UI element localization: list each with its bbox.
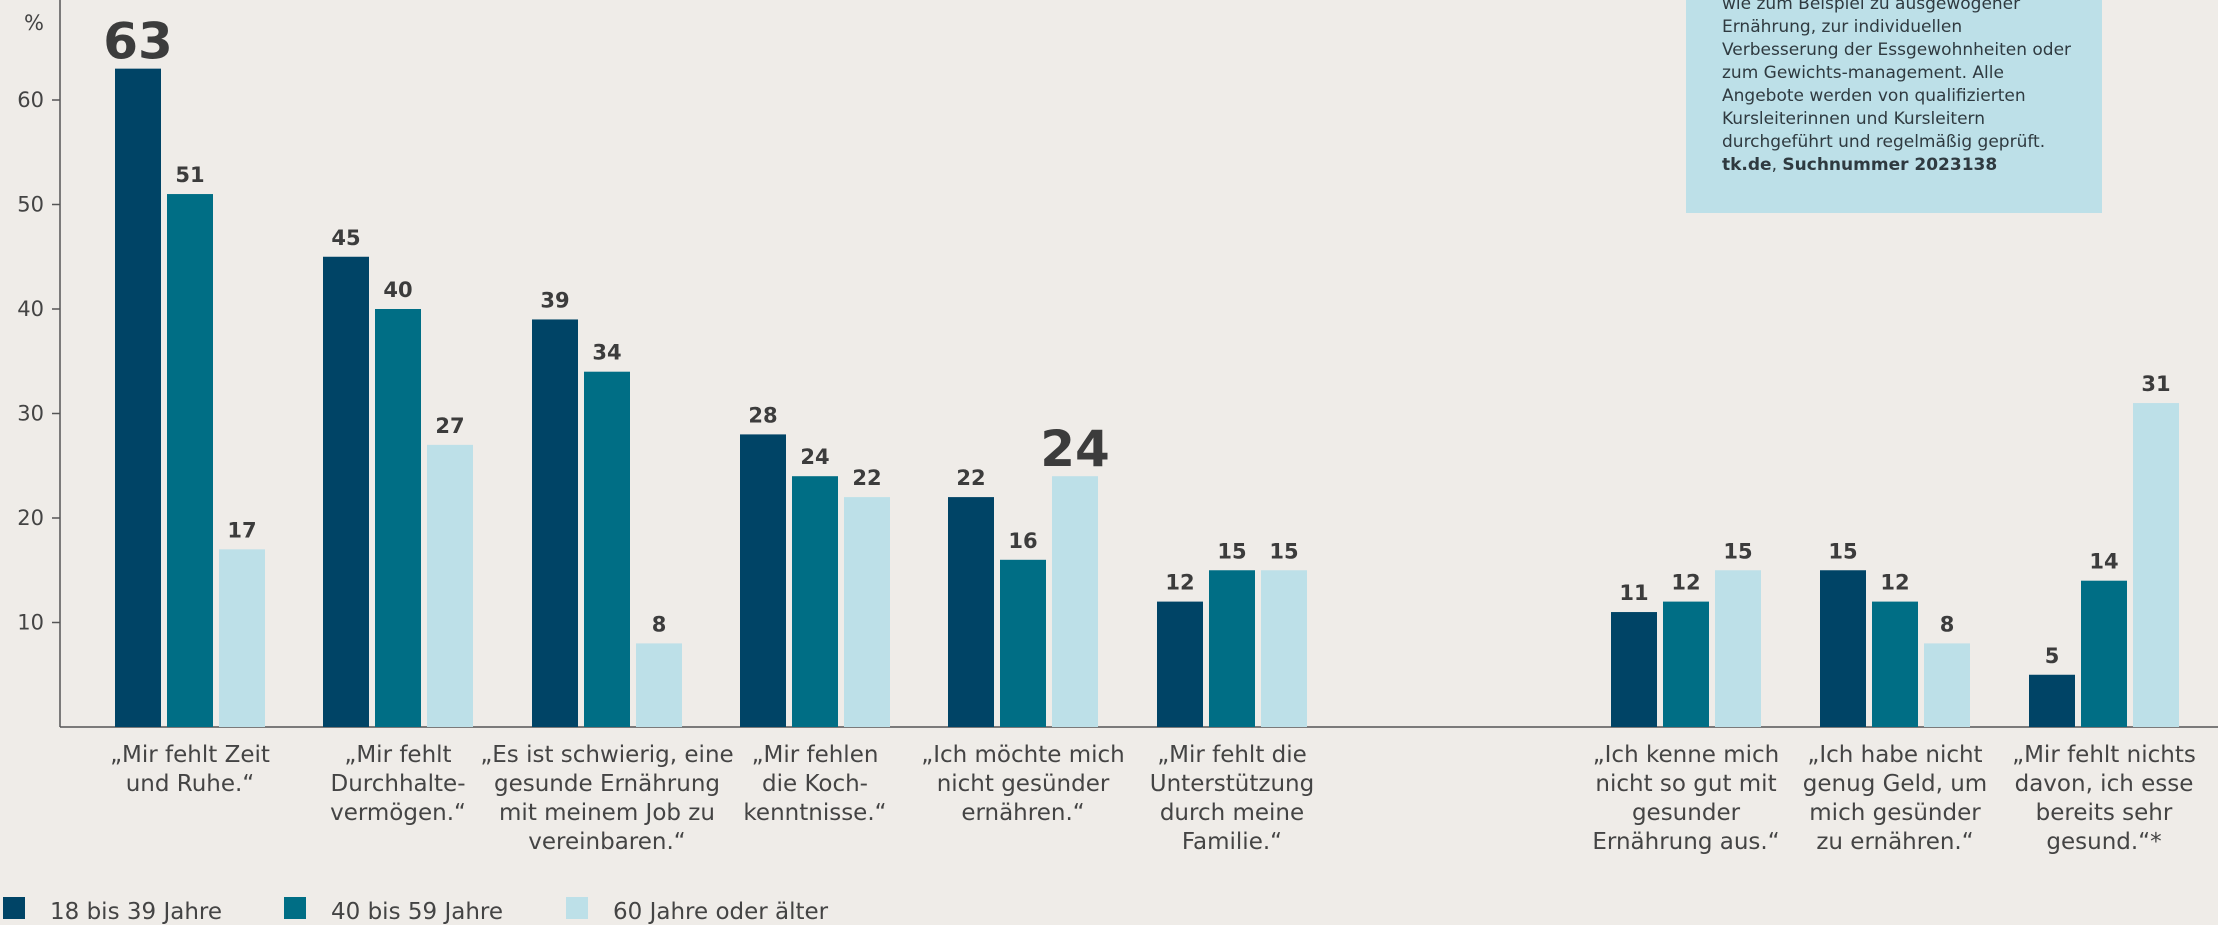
y-tick-label: 60 [17,88,44,112]
category-labels: „Mir fehlt Zeit und Ruhe.“ „Mir fehlt Durch… [110,742,2196,855]
value-label: 40 [383,278,412,302]
bar [1663,601,1709,727]
bar [2029,674,2075,727]
value-label: 12 [1671,571,1700,595]
legend-swatch [284,897,306,919]
value-labels: 63 51 17 45 40 27 39 34 8 28 24 22 22 16 24 12 15 15 11 12 1… [103,13,2170,668]
category-label: „Mir fehlt Zeit und Ruhe.“ [110,742,270,797]
bar [1209,570,1255,727]
y-axis-unit: % [24,11,44,35]
bar [115,68,161,727]
bar [584,371,630,727]
info-box-search-number: Suchnummer 2023138 [1782,155,1998,175]
bar [427,444,473,727]
legend: 18 bis 39 Jahre 40 bis 59 Jahre 60 Jahre o… [3,897,829,925]
value-label-highlight: 63 [103,13,173,71]
value-label: 15 [1828,539,1857,563]
bar [740,434,786,727]
value-label: 5 [2045,644,2060,668]
category-label: „Mir fehlt die Unterstützung durch meine Fa… [1150,742,1314,855]
bar [1872,601,1918,727]
bar [375,309,421,727]
bar [2133,403,2179,727]
value-label: 39 [540,288,569,312]
info-box: Ernährungskurse live vor Ort oder digita… [1686,0,2102,213]
bar [792,476,838,727]
category-label: „Ich habe nicht genug Geld, um mich gesünd… [1803,742,1987,855]
category-label: „Ich kenne mich nicht so gut mit gesunder E… [1592,742,1779,855]
bar [167,194,213,728]
value-label: 15 [1723,539,1752,563]
category-label: „Mir fehlen die Koch-kenntnisse.“ [743,742,886,826]
bar [1052,476,1098,727]
y-tick-label: 30 [17,402,44,426]
y-tick-label: 10 [17,611,44,635]
category-label: „Mir fehlt Durchhalte-vermögen.“ [330,742,466,826]
value-label: 12 [1165,571,1194,595]
info-box-link[interactable]: tk.de [1722,155,1772,175]
legend-label: 60 Jahre oder älter [613,899,829,925]
value-label: 45 [331,226,360,250]
bars [115,68,2179,728]
bar [532,319,578,727]
value-label: 31 [2141,372,2170,396]
bar [1820,570,1866,727]
value-label: 34 [592,341,621,365]
y-tick-label: 20 [17,506,44,530]
value-label: 8 [652,612,667,636]
bar [2081,580,2127,727]
value-label: 22 [956,466,985,490]
bar [636,643,682,727]
info-box-separator: , [1771,155,1783,175]
info-box-body: Ernährungskurse live vor Ort oder digita… [1722,0,2072,152]
value-label: 28 [748,403,777,427]
value-label: 17 [227,518,256,542]
value-label: 27 [435,414,464,438]
category-label: „Mir fehlt nichts davon, ich esse bereits … [2012,742,2196,855]
value-label: 8 [1940,612,1955,636]
legend-swatch [566,897,588,919]
value-label: 11 [1619,581,1648,605]
value-label: 22 [852,466,881,490]
bar [844,497,890,727]
value-label: 15 [1217,539,1246,563]
legend-swatch [3,897,25,919]
bar [219,549,265,727]
bar [948,497,994,727]
value-label: 14 [2089,550,2118,574]
info-box-text: Ernährungskurse live vor Ort oder digita… [1722,0,2072,177]
category-label: „Es ist schwierig, eine gesunde Ernährung… [480,742,733,855]
category-label: „Ich möchte mich nicht gesünder ernähren.“ [921,742,1124,826]
bar [1924,643,1970,727]
legend-label: 18 bis 39 Jahre [50,899,222,925]
value-label: 16 [1008,529,1037,553]
value-label: 12 [1880,571,1909,595]
bar [323,256,369,727]
y-tick-label: 50 [17,193,44,217]
bar [1000,559,1046,727]
y-tick-label: 40 [17,297,44,321]
legend-label: 40 bis 59 Jahre [331,899,503,925]
bar [1261,570,1307,727]
value-label: 15 [1269,539,1298,563]
bar [1715,570,1761,727]
bar [1611,612,1657,727]
value-label-highlight: 24 [1040,420,1110,478]
value-label: 24 [800,445,829,469]
value-label: 51 [175,163,204,187]
bar [1157,601,1203,727]
